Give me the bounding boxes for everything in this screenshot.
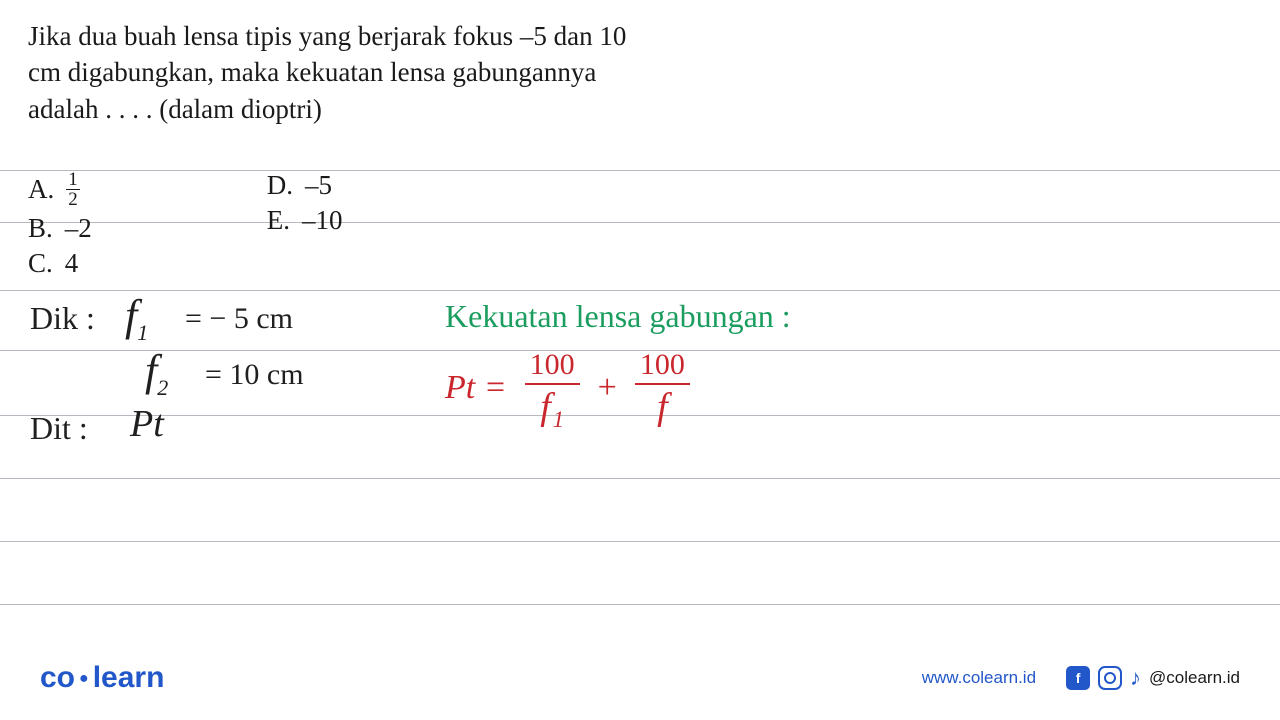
eq-plus: +	[598, 369, 617, 407]
options-col-right: D. –5 E. –10	[267, 170, 343, 279]
footer: co●learn www.colearn.id f ♪ @colearn.id	[0, 661, 1280, 695]
equation: Pt = 100 f₁ + 100 f	[445, 350, 690, 426]
footer-right: www.colearn.id f ♪ @colearn.id	[922, 665, 1240, 691]
eq-frac-2: 100 f	[635, 350, 690, 426]
option-c-label: C.	[28, 248, 53, 279]
option-b-label: B.	[28, 213, 53, 244]
social-handle: @colearn.id	[1149, 668, 1240, 688]
tiktok-icon: ♪	[1130, 665, 1141, 691]
option-e: E. –10	[267, 205, 343, 236]
green-title: Kekuatan lensa gabungan :	[445, 298, 791, 335]
option-b: B. –2	[28, 213, 92, 244]
option-a-label: A.	[28, 174, 54, 205]
f2-value: = 10 cm	[205, 358, 304, 392]
brand-logo: co●learn	[40, 661, 164, 695]
option-a-value: 1 2	[66, 170, 80, 209]
ruled-line	[0, 290, 1280, 291]
option-d: D. –5	[267, 170, 343, 201]
ruled-line	[0, 604, 1280, 605]
social-icons: f ♪ @colearn.id	[1066, 665, 1240, 691]
dit-variable: Pt	[130, 402, 164, 446]
option-e-label: E.	[267, 205, 290, 236]
option-d-value: –5	[305, 170, 332, 201]
options-col-left: A. 1 2 B. –2 C. 4	[28, 170, 92, 279]
ruled-line	[0, 541, 1280, 542]
footer-url: www.colearn.id	[922, 668, 1036, 688]
facebook-icon: f	[1066, 666, 1090, 690]
option-b-value: –2	[65, 213, 92, 244]
option-c-value: 4	[65, 248, 79, 279]
f1-value: = − 5 cm	[185, 302, 293, 336]
f2-variable: f2	[145, 345, 168, 401]
ruled-line	[0, 478, 1280, 479]
options-block: A. 1 2 B. –2 C. 4 D. –5 E. –10	[28, 170, 343, 279]
instagram-icon	[1098, 666, 1122, 690]
option-c: C. 4	[28, 248, 92, 279]
option-e-value: –10	[302, 205, 343, 236]
dit-label: Dit :	[30, 410, 88, 447]
dik-label: Dik :	[30, 300, 95, 337]
option-a: A. 1 2	[28, 170, 92, 209]
dot-icon: ●	[79, 670, 89, 687]
question-text: Jika dua buah lensa tipis yang berjarak …	[28, 18, 648, 127]
f1-variable: f1	[125, 290, 148, 346]
option-d-label: D.	[267, 170, 293, 201]
eq-frac-1: 100 f₁	[525, 350, 580, 426]
eq-lhs: Pt =	[445, 369, 507, 407]
